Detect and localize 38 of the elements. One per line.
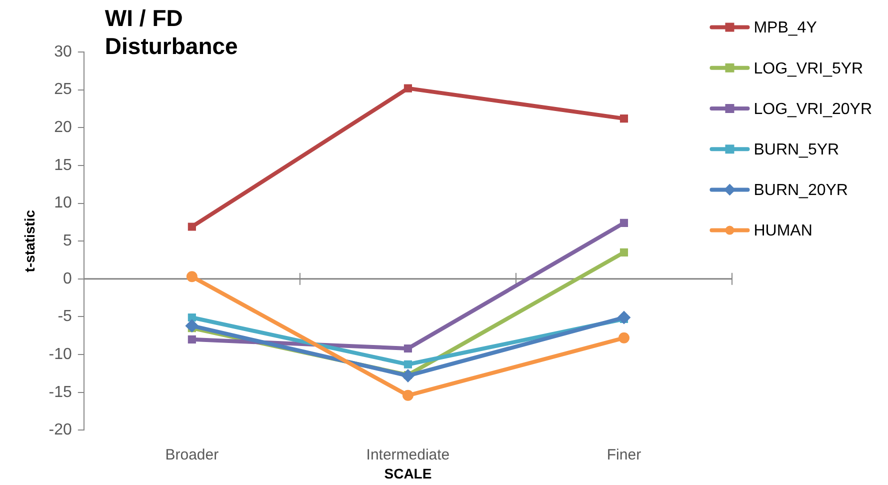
y-tick-label: 0 [63, 270, 72, 288]
y-tick-label: 5 [63, 232, 72, 250]
legend-label: BURN_20YR [754, 182, 848, 200]
point [185, 319, 198, 332]
point [618, 332, 630, 344]
legend-label: BURN_5YR [754, 142, 840, 159]
legend-label: MPB_4Y [754, 20, 818, 37]
y-tick-label: 10 [54, 194, 72, 212]
point [188, 222, 196, 231]
y-tick-label: -10 [48, 346, 72, 363]
legend-label: LOG_VRI_5YR [754, 60, 864, 78]
point [188, 335, 196, 344]
point [186, 271, 198, 282]
point [404, 360, 412, 368]
legend-label: HUMAN [754, 222, 812, 240]
point [188, 313, 196, 322]
point [620, 248, 628, 256]
point [402, 390, 414, 401]
x-tick-label: Broader [165, 446, 219, 464]
y-tick-label: 30 [54, 43, 72, 60]
y-tick-label: -20 [48, 422, 72, 439]
point [620, 114, 628, 123]
legend-label: LOG_VRI_20YR [754, 100, 872, 118]
y-axis-title: t-statistic [21, 210, 38, 272]
point [404, 84, 412, 92]
y-tick-label: 20 [54, 119, 72, 136]
y-tick-label: -15 [48, 384, 72, 401]
y-tick-label: -5 [58, 308, 72, 326]
y-tick-label: 25 [54, 81, 72, 98]
point [404, 344, 412, 353]
x-axis-title: SCALE [384, 465, 432, 482]
y-tick-label: 15 [54, 156, 72, 174]
point [617, 310, 630, 324]
x-tick-label: Intermediate [366, 446, 450, 464]
point [401, 369, 414, 382]
point [620, 218, 628, 227]
chart-title: WI / FD Disturbance [104, 5, 238, 59]
x-tick-label: Finer [606, 446, 642, 464]
